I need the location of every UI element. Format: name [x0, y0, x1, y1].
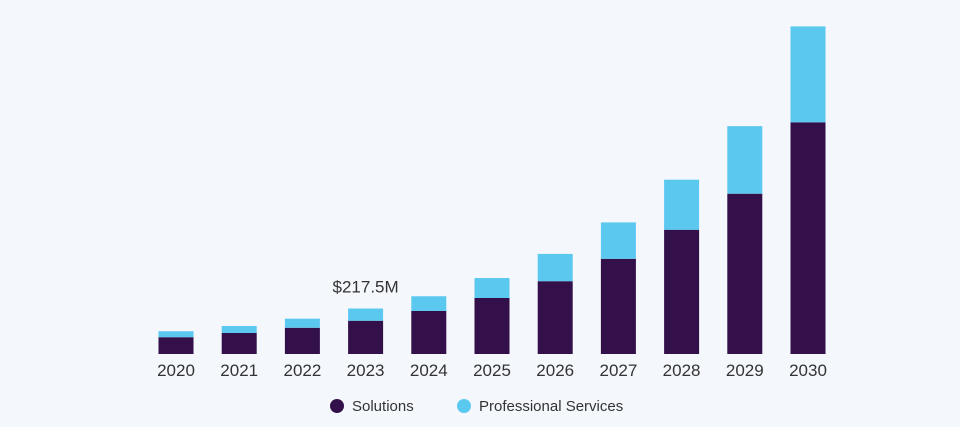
bar-professional-services-2024 [411, 296, 447, 311]
bar-professional-services-2023 [348, 308, 384, 321]
bar-solutions-2030 [790, 122, 826, 354]
bar-professional-services-2029 [727, 126, 763, 194]
bar-solutions-2023 [348, 320, 384, 354]
x-tick-label-2020: 2020 [157, 361, 195, 380]
x-axis-ticks: 2020 2021 2022 2023 2024 2025 2026 2027 2028 2029… [157, 361, 827, 380]
x-tick-label-2025: 2025 [473, 361, 511, 380]
bar-solutions-2027 [600, 258, 636, 354]
x-tick-label-2028: 2028 [663, 361, 701, 380]
annotation-label: $217.5M [333, 278, 399, 297]
x-tick-label-2029: 2029 [726, 361, 764, 380]
bar-solutions-2025 [474, 298, 510, 354]
legend-marker-solutions [330, 399, 344, 413]
legend-marker-professional-services [457, 399, 471, 413]
legend-label-solutions: Solutions [352, 398, 414, 415]
legend-label-professional-services: Professional Services [479, 398, 623, 415]
bar-professional-services-2027 [600, 222, 636, 259]
bar-solutions-2029 [727, 193, 763, 354]
x-tick-label-2023: 2023 [347, 361, 385, 380]
bar-professional-services-2020 [158, 331, 194, 338]
bar-professional-services-2026 [537, 253, 573, 282]
bar-solutions-2022 [284, 327, 320, 354]
bar-professional-services-2028 [664, 179, 700, 230]
x-tick-label-2024: 2024 [410, 361, 448, 380]
x-tick-label-2030: 2030 [789, 361, 827, 380]
bar-professional-services-2025 [474, 278, 510, 298]
bar-professional-services-2021 [221, 326, 257, 333]
x-tick-label-2026: 2026 [536, 361, 574, 380]
x-tick-label-2021: 2021 [220, 361, 258, 380]
bar-solutions-2028 [664, 229, 700, 354]
bar-solutions-2020 [158, 337, 194, 354]
bar-solutions-2026 [537, 281, 573, 354]
x-tick-label-2027: 2027 [599, 361, 637, 380]
bar-professional-services-2030 [790, 26, 826, 123]
legend: Solutions Professional Services [330, 398, 623, 415]
x-tick-label-2022: 2022 [283, 361, 321, 380]
bar-professional-services-2022 [284, 318, 320, 328]
bars-group [158, 26, 826, 354]
bar-solutions-2021 [221, 333, 257, 354]
bar-solutions-2024 [411, 310, 447, 354]
